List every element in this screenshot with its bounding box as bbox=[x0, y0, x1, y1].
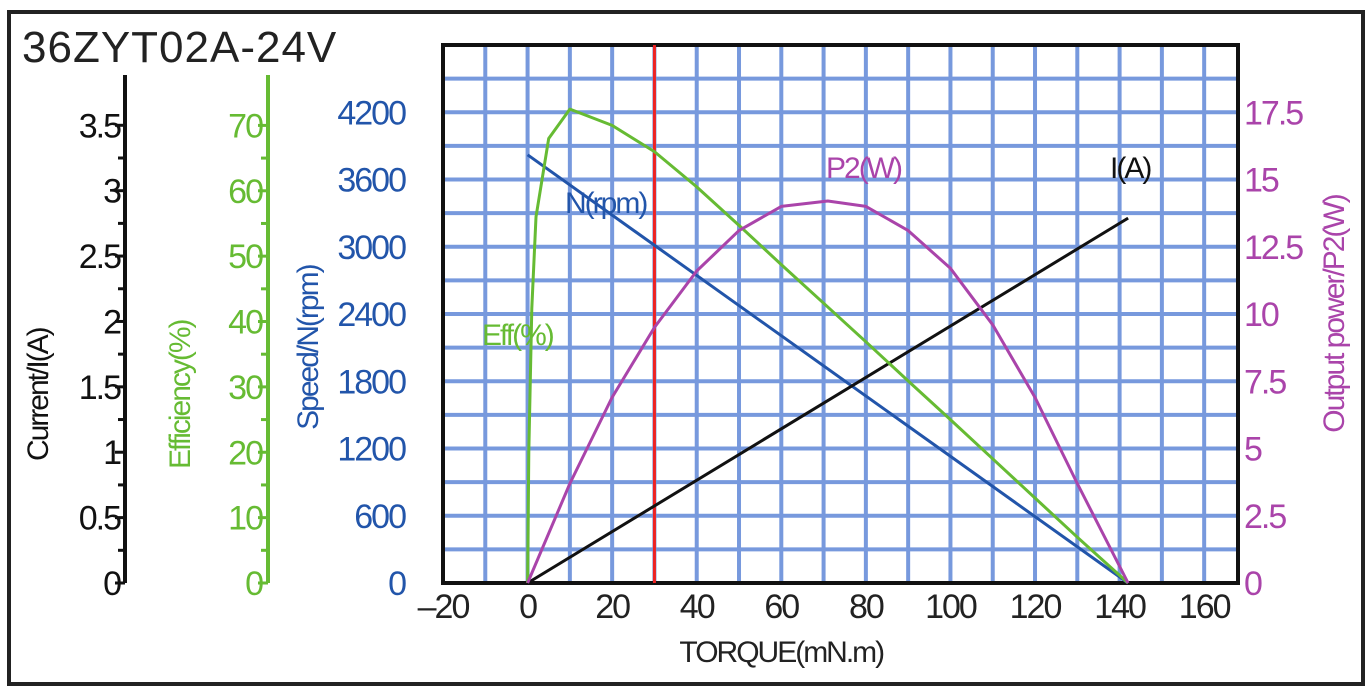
x-tick-label: 100 bbox=[925, 588, 977, 626]
power-tick-label: 7.5 bbox=[1244, 363, 1286, 401]
x-tick-label: 160 bbox=[1179, 588, 1231, 626]
current-tick-label: 1 bbox=[103, 434, 121, 472]
x-axis-label: TORQUE(mN.m) bbox=[679, 636, 884, 669]
x-tick-label: 0 bbox=[519, 588, 537, 626]
speed-tick-label: 3000 bbox=[337, 229, 406, 267]
x-tick-label: 80 bbox=[849, 588, 884, 626]
speed-tick-label: 1800 bbox=[337, 363, 406, 401]
current-tick-label: 2 bbox=[103, 303, 121, 341]
efficiency-tick-label: 10 bbox=[228, 500, 263, 538]
x-tick-label: 120 bbox=[1010, 588, 1062, 626]
x-tick-label: 140 bbox=[1094, 588, 1146, 626]
series-line-eff bbox=[526, 107, 1130, 585]
plot-frame bbox=[441, 43, 1240, 585]
series-label: N(rpm) bbox=[565, 187, 647, 220]
efficiency-tick-label: 70 bbox=[228, 107, 263, 145]
x-tick-label: –20 bbox=[418, 588, 470, 626]
series-line-nrpm bbox=[526, 153, 1129, 585]
power-axis-title: Output power/P2(W) bbox=[1318, 194, 1351, 432]
efficiency-tick-label: 20 bbox=[228, 434, 263, 472]
efficiency-tick-label: 60 bbox=[228, 173, 263, 211]
x-tick-label: 20 bbox=[595, 588, 630, 626]
efficiency-tick-label: 0 bbox=[245, 565, 263, 603]
power-tick-label: 10 bbox=[1244, 296, 1279, 334]
power-tick-label: 5 bbox=[1244, 431, 1262, 469]
speed-tick-label: 3600 bbox=[337, 162, 406, 200]
x-tick-label: 40 bbox=[680, 588, 715, 626]
series-label: I(A) bbox=[1110, 152, 1151, 185]
current-tick-label: 0.5 bbox=[79, 500, 121, 538]
chart-title: 36ZYT02A-24V bbox=[22, 23, 337, 72]
current-tick-label: 0 bbox=[103, 565, 121, 603]
outer-frame bbox=[7, 10, 1365, 686]
power-tick-label: 12.5 bbox=[1244, 229, 1303, 267]
speed-tick-label: 2400 bbox=[337, 296, 406, 334]
series-line-ia bbox=[526, 216, 1129, 585]
current-tick-label: 1.5 bbox=[79, 369, 121, 407]
current-tick-label: 3 bbox=[103, 173, 121, 211]
speed-tick-label: 1200 bbox=[337, 431, 406, 469]
series-label: P2(W) bbox=[826, 152, 902, 185]
power-tick-label: 15 bbox=[1244, 162, 1279, 200]
power-tick-label: 2.5 bbox=[1244, 498, 1286, 536]
series-line-p2w bbox=[526, 199, 1130, 584]
efficiency-tick-label: 30 bbox=[228, 369, 263, 407]
power-tick-label: 17.5 bbox=[1244, 94, 1303, 132]
current-tick-label: 2.5 bbox=[79, 238, 121, 276]
series-label: Eff(%) bbox=[482, 319, 554, 352]
speed-tick-label: 0 bbox=[388, 565, 406, 603]
speed-axis-title: Speed/N(rpm) bbox=[292, 264, 325, 429]
current-tick-label: 3.5 bbox=[79, 107, 121, 145]
power-tick-label: 0 bbox=[1244, 565, 1262, 603]
efficiency-tick-label: 50 bbox=[228, 238, 263, 276]
x-tick-label: 60 bbox=[764, 588, 799, 626]
efficiency-axis-title: Efficiency(%) bbox=[164, 319, 197, 469]
speed-tick-label: 4200 bbox=[337, 94, 406, 132]
efficiency-tick-label: 40 bbox=[228, 304, 263, 342]
current-axis-title: Current/I(A) bbox=[22, 327, 55, 461]
speed-tick-label: 600 bbox=[354, 498, 406, 536]
